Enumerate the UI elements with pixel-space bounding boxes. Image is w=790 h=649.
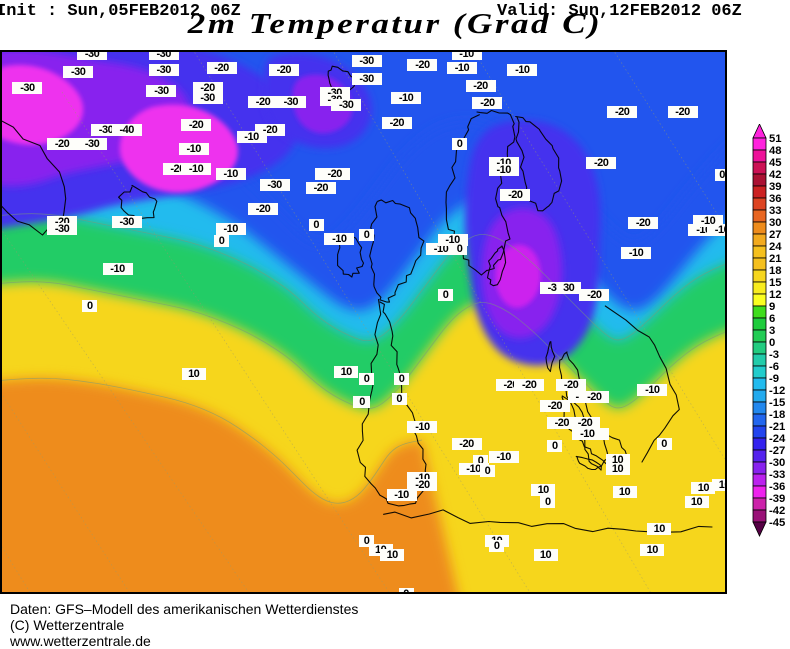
svg-text:18: 18 xyxy=(769,265,782,277)
svg-text:-9: -9 xyxy=(769,373,779,385)
svg-text:-21: -21 xyxy=(769,421,785,433)
svg-text:-30: -30 xyxy=(769,457,785,469)
svg-text:15: 15 xyxy=(769,277,782,289)
svg-text:24: 24 xyxy=(769,241,782,253)
svg-text:-12: -12 xyxy=(769,385,785,397)
svg-text:-3: -3 xyxy=(769,349,779,361)
svg-text:-45: -45 xyxy=(769,517,785,529)
svg-text:30: 30 xyxy=(769,217,782,229)
svg-text:39: 39 xyxy=(769,181,782,193)
svg-text:33: 33 xyxy=(769,205,782,217)
svg-text:12: 12 xyxy=(769,289,782,301)
svg-text:-39: -39 xyxy=(769,493,785,505)
svg-text:45: 45 xyxy=(769,157,782,169)
svg-text:-36: -36 xyxy=(769,481,785,493)
svg-text:-27: -27 xyxy=(769,445,785,457)
svg-text:21: 21 xyxy=(769,253,782,265)
svg-text:-15: -15 xyxy=(769,397,785,409)
svg-text:0: 0 xyxy=(769,337,775,349)
svg-text:-24: -24 xyxy=(769,433,786,445)
svg-text:51: 51 xyxy=(769,133,782,145)
svg-text:48: 48 xyxy=(769,145,782,157)
svg-text:42: 42 xyxy=(769,169,782,181)
svg-text:-18: -18 xyxy=(769,409,785,421)
svg-text:-33: -33 xyxy=(769,469,785,481)
svg-text:27: 27 xyxy=(769,229,782,241)
svg-text:3: 3 xyxy=(769,325,775,337)
svg-text:-42: -42 xyxy=(769,505,785,517)
svg-text:6: 6 xyxy=(769,313,775,325)
svg-text:9: 9 xyxy=(769,301,775,313)
svg-text:-6: -6 xyxy=(769,361,779,373)
svg-text:36: 36 xyxy=(769,193,782,205)
